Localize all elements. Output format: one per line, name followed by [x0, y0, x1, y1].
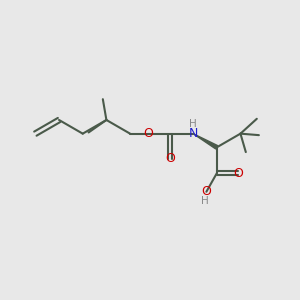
Text: O: O	[201, 185, 211, 198]
Text: H: H	[189, 119, 197, 129]
Text: H: H	[201, 196, 209, 206]
Text: O: O	[233, 167, 243, 180]
Text: O: O	[144, 127, 154, 140]
Text: O: O	[165, 152, 175, 165]
Polygon shape	[193, 134, 218, 149]
Text: N: N	[188, 127, 198, 140]
